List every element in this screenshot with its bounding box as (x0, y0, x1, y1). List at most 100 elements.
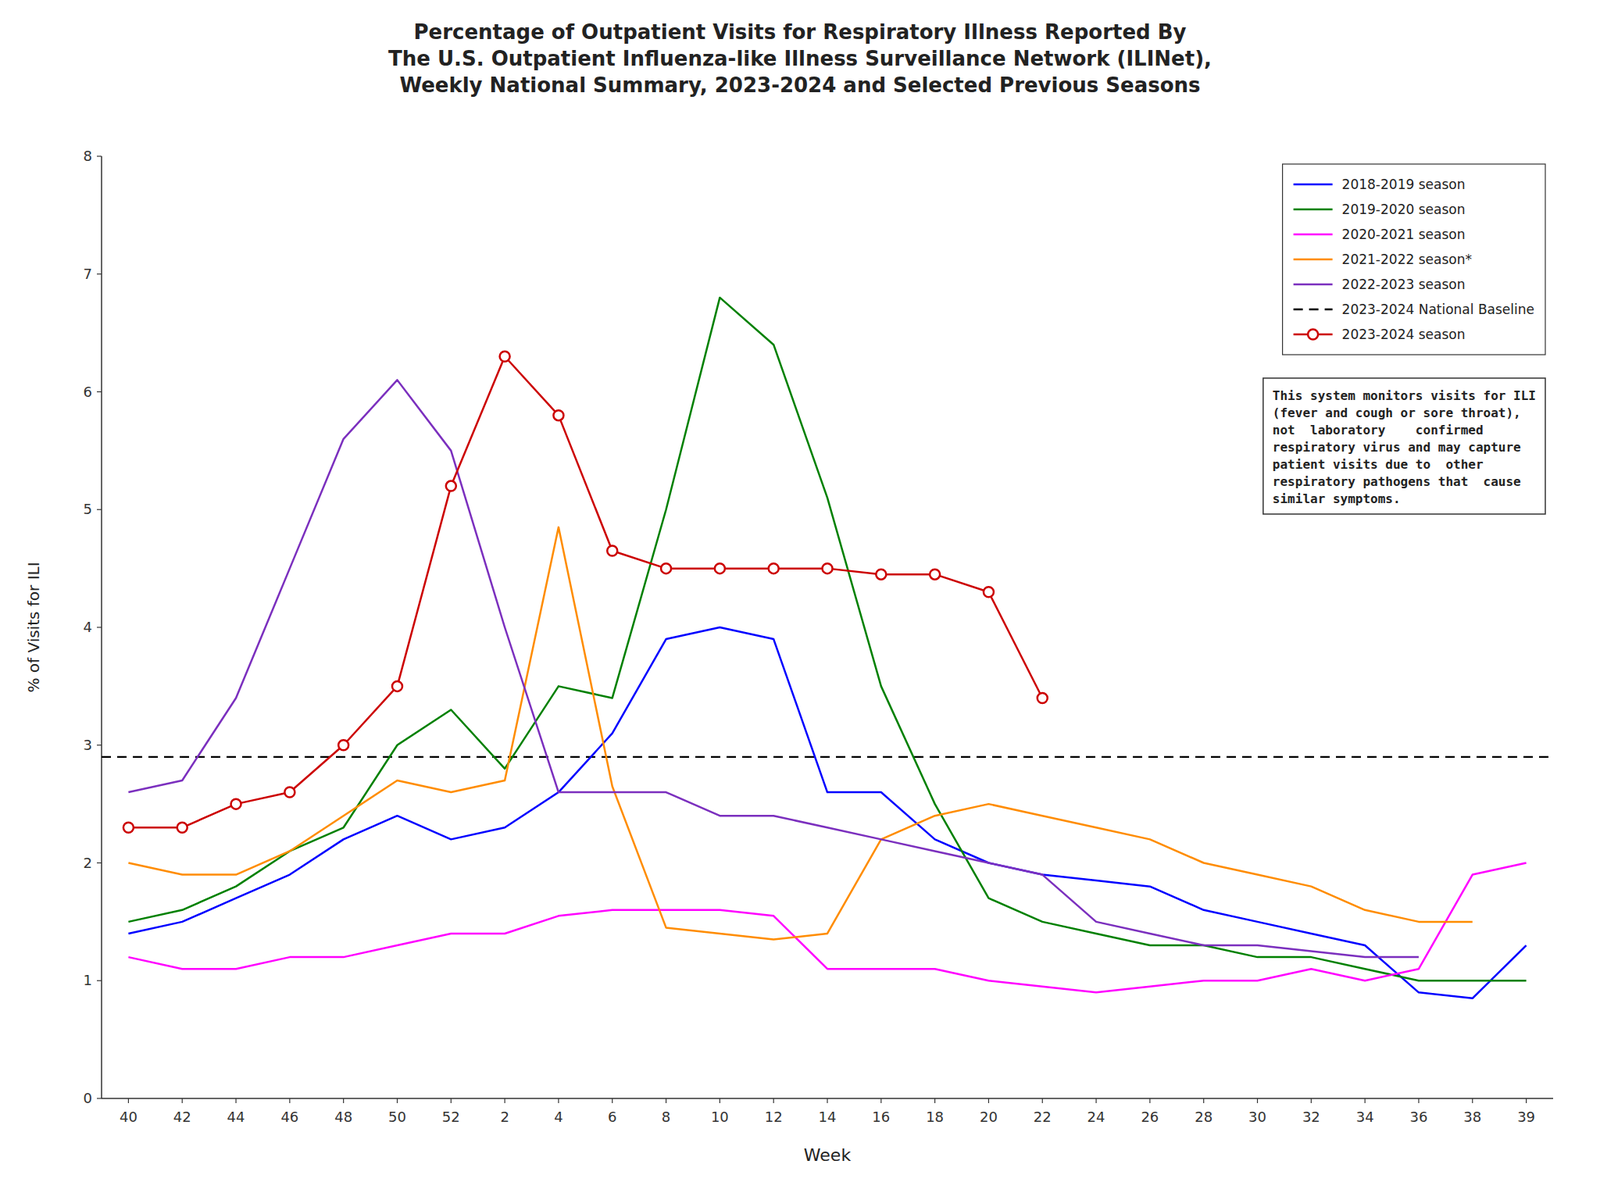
x-tick (128, 1098, 129, 1104)
legend: 2018-2019 season2019-2020 season2020-202… (1282, 164, 1546, 355)
y-tick-label: 8 (83, 147, 93, 165)
series-line (128, 627, 1526, 999)
x-tick-label: 30 (1248, 1108, 1267, 1125)
x-tick-label: 52 (442, 1108, 461, 1125)
x-tick-label: 38 (1463, 1108, 1482, 1125)
y-tick-label: 0 (83, 1089, 93, 1107)
plot-area (101, 297, 1554, 999)
series-marker (284, 787, 295, 798)
x-tick (1364, 1098, 1366, 1104)
x-tick (1042, 1098, 1043, 1104)
y-tick-label: 6 (83, 383, 93, 400)
x-tick-label: 24 (1087, 1108, 1106, 1125)
x-tick (235, 1098, 236, 1104)
y-tick-label: 3 (83, 736, 93, 754)
legend-label: 2021-2022 season* (1342, 251, 1472, 268)
annotation: This system monitors visits for ILI(feve… (1263, 378, 1546, 515)
x-tick-label: 4 (553, 1108, 563, 1125)
series-marker (553, 410, 564, 421)
x-tick (1525, 1098, 1527, 1104)
annotation-line: similar symptoms. (1272, 491, 1401, 507)
x-tick-label: 18 (925, 1108, 944, 1125)
legend-swatch (1293, 183, 1333, 186)
x-tick (1149, 1098, 1150, 1104)
annotation-text: This system monitors visits for ILI(feve… (1272, 388, 1536, 507)
series-marker (338, 739, 349, 750)
x-tick-label: 6 (607, 1108, 617, 1125)
title-line: The U.S. Outpatient Influenza-like Illne… (388, 46, 1212, 71)
title-line: Percentage of Outpatient Visits for Resp… (414, 20, 1187, 44)
x-tick (1471, 1098, 1473, 1104)
y-tick (96, 626, 102, 628)
x-tick (1095, 1098, 1097, 1104)
x-tick (450, 1098, 452, 1104)
x-tick (719, 1098, 721, 1104)
annotation-frame (1263, 378, 1546, 515)
x-tick-label: 46 (280, 1108, 299, 1125)
x-tick (1257, 1098, 1258, 1104)
x-tick (557, 1098, 559, 1104)
x-tick (826, 1098, 828, 1104)
annotation-line: respiratory pathogens that cause (1272, 474, 1522, 490)
series-marker (983, 586, 994, 597)
x-tick-label: 36 (1410, 1108, 1429, 1125)
x-tick (1417, 1098, 1419, 1104)
x-tick-label: 12 (764, 1108, 783, 1125)
series-marker (929, 569, 940, 580)
series-line (128, 863, 1526, 993)
annotation-line: respiratory virus and may capture (1272, 439, 1522, 455)
x-tick (1310, 1098, 1312, 1104)
legend-label: 2018-2019 season (1342, 176, 1466, 193)
y-tick-label: 2 (83, 854, 93, 872)
x-tick (934, 1098, 936, 1104)
y-tick (96, 273, 102, 275)
legend-label: 2023-2024 National Baseline (1342, 301, 1535, 318)
x-axis-label: Week (803, 1145, 852, 1165)
annotation-line: patient visits due to other (1272, 457, 1484, 472)
series-marker (768, 563, 779, 574)
series-marker (500, 351, 511, 362)
series-marker (660, 563, 672, 574)
y-axis-label: % of Visits for ILI (24, 561, 43, 693)
chart: Percentage of Outpatient Visits for Resp… (0, 0, 1600, 1200)
series-marker (714, 563, 725, 574)
legend-swatch (1293, 208, 1333, 211)
x-tick (182, 1098, 183, 1104)
series-marker (607, 546, 618, 557)
series-marker (392, 681, 403, 692)
x-tick-label: 16 (871, 1108, 890, 1125)
y-tick (96, 744, 102, 746)
annotation-line: (fever and cough or sore throat), (1272, 405, 1522, 421)
legend-label: 2022-2023 season (1342, 276, 1466, 293)
y-tick (96, 155, 102, 157)
x-tick-label: 10 (710, 1108, 729, 1125)
series-marker (875, 569, 886, 580)
series-line (128, 379, 1419, 958)
y-tick-label: 4 (83, 618, 93, 636)
y-tick-label: 7 (83, 265, 93, 283)
x-tick-label: 34 (1356, 1108, 1375, 1125)
series-marker (822, 563, 833, 574)
y-tick-label: 5 (83, 500, 93, 518)
y-tick (96, 391, 102, 393)
series-marker (177, 822, 188, 833)
x-tick-label: 22 (1033, 1108, 1052, 1125)
x-tick (611, 1098, 613, 1104)
y-tick (96, 980, 102, 982)
series-marker (231, 799, 242, 810)
title: Percentage of Outpatient Visits for Resp… (388, 20, 1212, 97)
x-tick-label: 44 (227, 1108, 246, 1125)
x-tick-label: 50 (388, 1108, 407, 1125)
annotation-line: not laboratory confirmed (1272, 422, 1484, 438)
x-tick (665, 1098, 667, 1104)
x-tick-label: 39 (1517, 1108, 1536, 1125)
x-tick-label: 28 (1194, 1108, 1213, 1125)
series-line (128, 356, 1043, 828)
baseline (101, 756, 1554, 758)
x-tick-label: 14 (818, 1108, 837, 1125)
x-tick (988, 1098, 990, 1104)
legend-swatch (1293, 308, 1333, 311)
annotation-line: This system monitors visits for ILI (1272, 388, 1536, 404)
x-tick-label: 2 (500, 1108, 509, 1125)
legend-swatch (1293, 283, 1333, 286)
